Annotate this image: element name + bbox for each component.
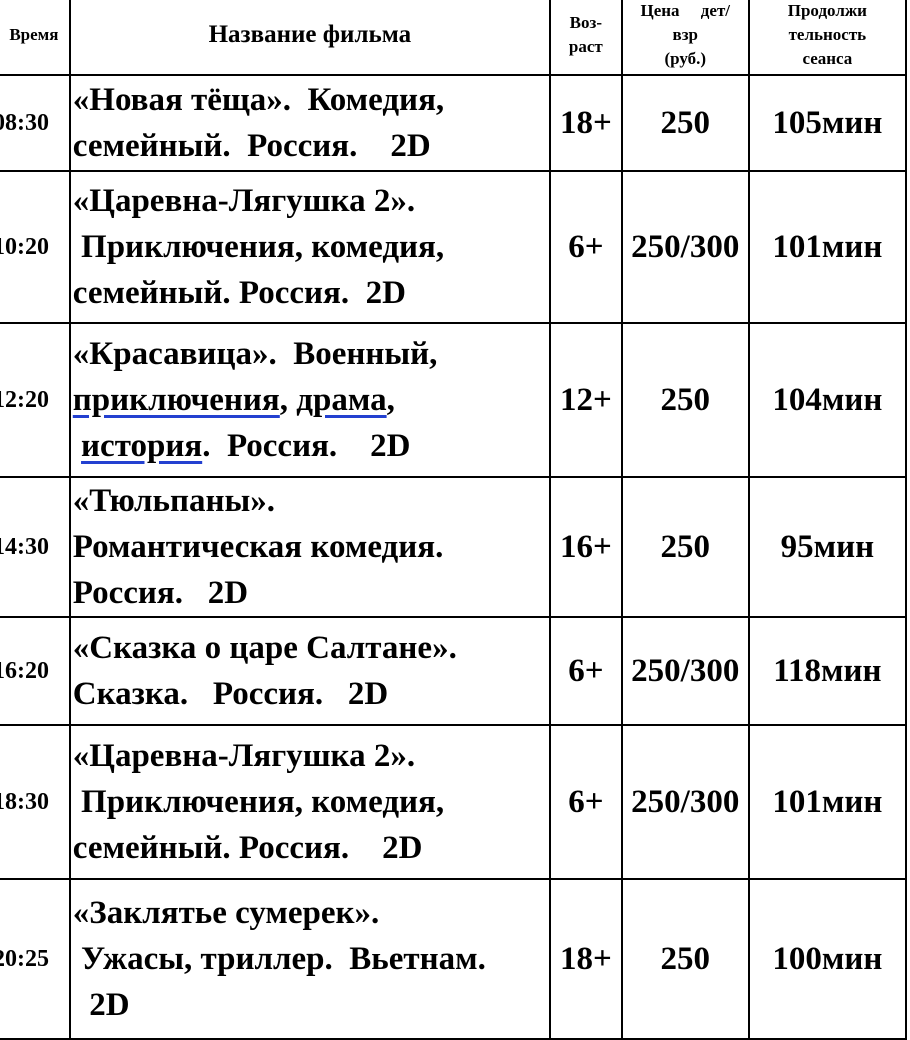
price: 250: [620, 476, 750, 618]
showtime: 20:25: [0, 878, 71, 1040]
header-time: Время: [0, 0, 71, 76]
price: 250/300: [620, 616, 750, 726]
price: 250: [620, 878, 750, 1040]
film-description: «Царевна-Лягушка 2». Приключения, комеди…: [68, 170, 551, 324]
table-row: 14:30«Тюльпаны».Романтическая комедия.Ро…: [0, 476, 908, 618]
age-rating: 6+: [548, 724, 623, 880]
duration: 95мин: [747, 476, 908, 618]
table-row: 08:30«Новая тёща». Комедия,семейный. Рос…: [0, 74, 908, 172]
header-age: Воз-раст: [548, 0, 623, 76]
showtime: 18:30: [0, 724, 71, 880]
header-row: Время Название фильма Воз-раст Цена дет/…: [0, 0, 908, 76]
table-row: 18:30«Царевна-Лягушка 2». Приключения, к…: [0, 724, 908, 880]
duration: 100мин: [747, 878, 908, 1040]
price: 250/300: [620, 724, 750, 880]
showtime: 16:20: [0, 616, 71, 726]
age-rating: 6+: [548, 616, 623, 726]
spellcheck-word: приключения: [72, 382, 280, 418]
film-description: «Заклятье сумерек». Ужасы, триллер. Вьет…: [68, 878, 551, 1040]
film-description: «Красавица». Военный, приключения, драма,…: [68, 322, 551, 478]
table-row: 16:20«Сказка о царе Салтане».Сказка. Рос…: [0, 616, 908, 726]
header-duration: Продолжи тельность сеанса: [747, 0, 908, 76]
table-row: 20:25«Заклятье сумерек». Ужасы, триллер.…: [0, 878, 908, 1040]
duration: 104мин: [747, 322, 908, 478]
age-rating: 18+: [548, 74, 623, 172]
showtime: 14:30: [0, 476, 71, 618]
price: 250/300: [620, 170, 750, 324]
showtime: 08:30: [0, 74, 71, 172]
film-description: «Тюльпаны». Романтическая комедия. Россия.…: [68, 476, 551, 618]
table-row: 12:20«Красавица». Военный,приключения, д…: [0, 322, 908, 478]
duration: 105мин: [747, 74, 908, 172]
duration: 101мин: [747, 170, 908, 324]
film-description: «Новая тёща». Комедия, семейный. Россия. …: [68, 74, 551, 172]
age-rating: 12+: [548, 322, 623, 478]
spellcheck-word: драма: [296, 382, 387, 418]
duration: 118мин: [747, 616, 908, 726]
film-description: «Сказка о царе Салтане». Сказка. Россия. …: [68, 616, 551, 726]
table-row: 10:20«Царевна-Лягушка 2». Приключения, к…: [0, 170, 908, 324]
age-rating: 18+: [548, 878, 623, 1040]
film-description: «Царевна-Лягушка 2». Приключения, комеди…: [68, 724, 551, 880]
age-rating: 16+: [548, 476, 623, 618]
showtime: 12:20: [0, 322, 71, 478]
showtime: 10:20: [0, 170, 71, 324]
price: 250: [620, 322, 750, 478]
price: 250: [620, 74, 750, 172]
header-title: Название фильма: [68, 0, 551, 76]
age-rating: 6+: [548, 170, 623, 324]
header-price: Цена дет/взр (руб.): [620, 0, 750, 76]
spellcheck-word: история: [81, 428, 203, 464]
duration: 101мин: [747, 724, 908, 880]
